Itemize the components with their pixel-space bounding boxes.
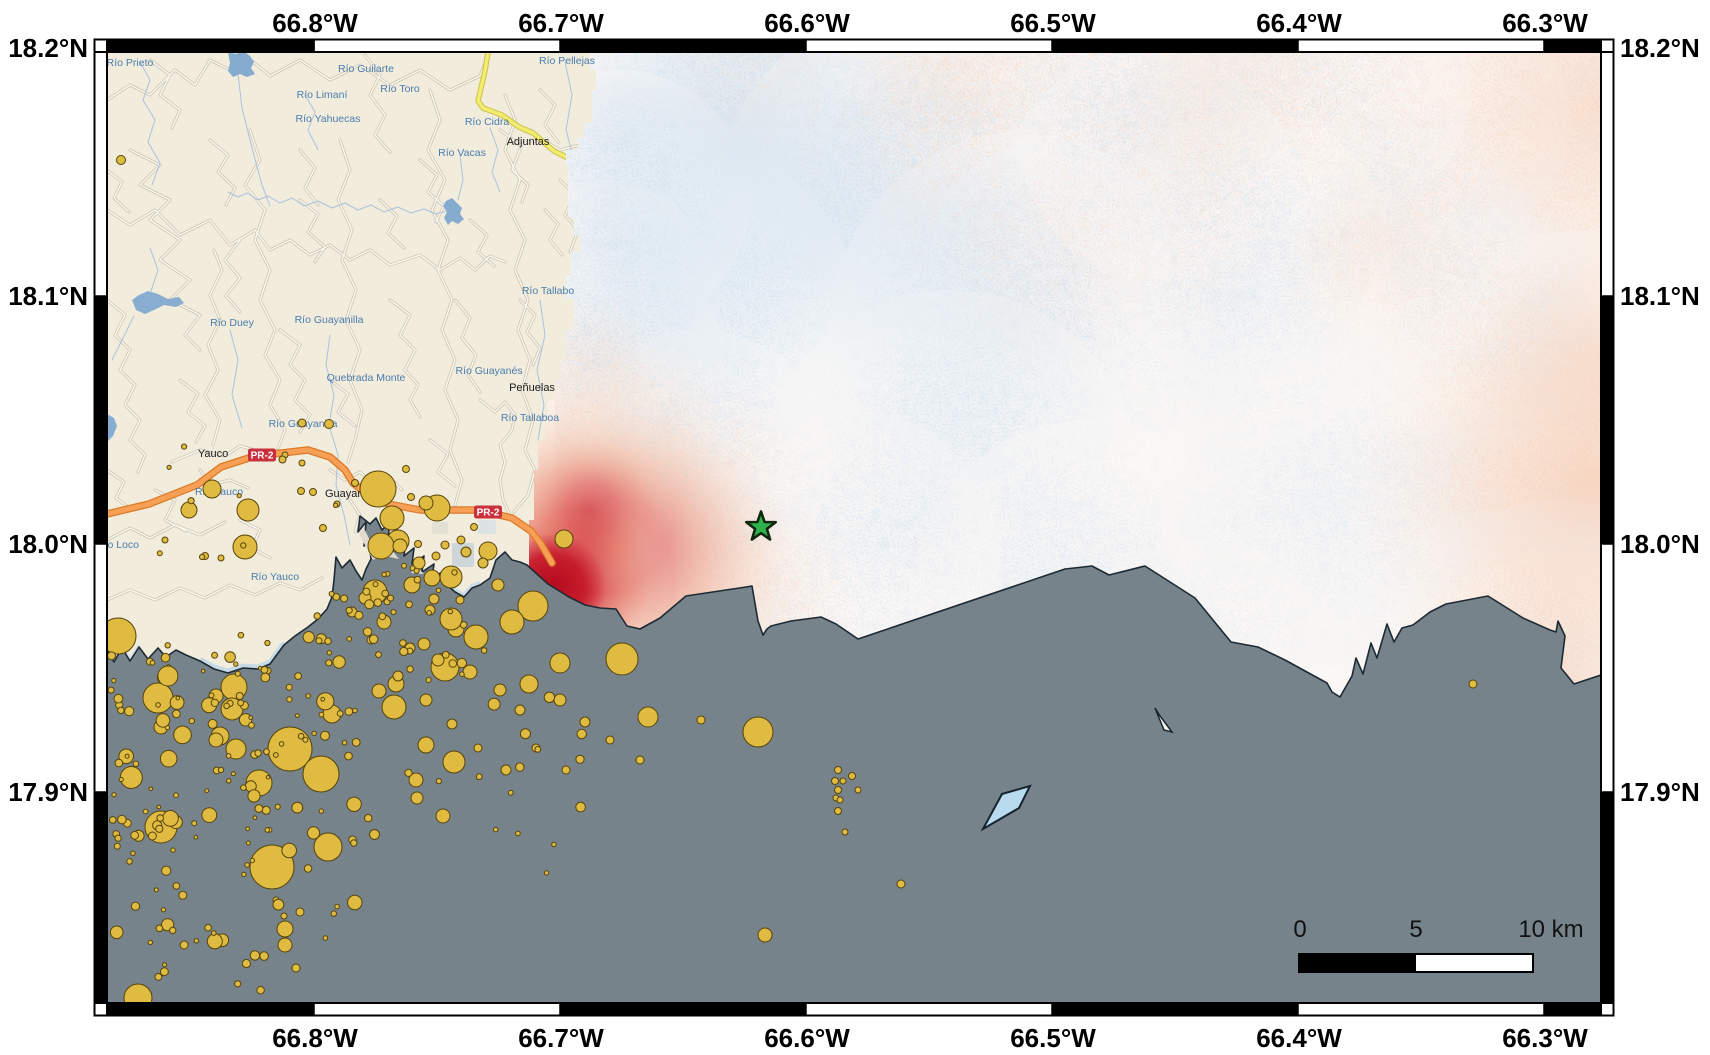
svg-text:Río Tallabo: Río Tallabo — [522, 285, 575, 297]
svg-text:Río Duey: Río Duey — [210, 317, 255, 329]
svg-text:66.6°W: 66.6°W — [764, 1023, 850, 1053]
svg-text:66.7°W: 66.7°W — [518, 8, 604, 38]
svg-text:Río Yahuecas: Río Yahuecas — [296, 113, 361, 125]
svg-text:66.8°W: 66.8°W — [272, 1023, 358, 1053]
svg-text:Río Loco: Río Loco — [97, 539, 139, 551]
svg-text:18.0°N: 18.0°N — [8, 529, 88, 559]
svg-text:Río Limaní: Río Limaní — [297, 89, 348, 101]
svg-text:18.1°N: 18.1°N — [8, 281, 88, 311]
svg-text:Río Prieto: Río Prieto — [107, 57, 154, 69]
svg-text:Río Pellejas: Río Pellejas — [539, 55, 595, 67]
svg-text:Río Guayanilla: Río Guayanilla — [295, 314, 364, 326]
svg-text:PR-2: PR-2 — [251, 451, 274, 462]
svg-text:Peñuelas: Peñuelas — [509, 382, 555, 394]
svg-text:Río Guayanés: Río Guayanés — [455, 365, 522, 377]
svg-text:66.3°W: 66.3°W — [1502, 1023, 1588, 1053]
svg-text:66.7°W: 66.7°W — [518, 1023, 604, 1053]
svg-text:66.3°W: 66.3°W — [1502, 8, 1588, 38]
svg-text:Adjuntas: Adjuntas — [507, 136, 550, 148]
svg-text:0: 0 — [1293, 916, 1306, 943]
svg-text:66.5°W: 66.5°W — [1010, 1023, 1096, 1053]
svg-text:17.9°N: 17.9°N — [1620, 777, 1700, 807]
svg-text:18.2°N: 18.2°N — [8, 33, 88, 63]
svg-text:Quebrada Monte: Quebrada Monte — [327, 372, 406, 384]
svg-text:10 km: 10 km — [1518, 916, 1583, 943]
svg-text:66.4°W: 66.4°W — [1256, 8, 1342, 38]
svg-text:Río Tallaboa: Río Tallaboa — [501, 412, 559, 424]
svg-text:18.1°N: 18.1°N — [1620, 281, 1700, 311]
svg-text:Yauco: Yauco — [198, 448, 228, 460]
svg-text:66.4°W: 66.4°W — [1256, 1023, 1342, 1053]
svg-text:66.5°W: 66.5°W — [1010, 8, 1096, 38]
svg-text:Río Yauco: Río Yauco — [251, 571, 299, 583]
svg-text:Río Toro: Río Toro — [380, 83, 420, 95]
svg-text:66.6°W: 66.6°W — [764, 8, 850, 38]
svg-text:18.2°N: 18.2°N — [1620, 33, 1700, 63]
svg-text:66.8°W: 66.8°W — [272, 8, 358, 38]
svg-text:5: 5 — [1409, 916, 1422, 943]
svg-text:PR-2: PR-2 — [477, 508, 500, 519]
svg-text:Río Vacas: Río Vacas — [438, 147, 486, 159]
svg-text:18.0°N: 18.0°N — [1620, 529, 1700, 559]
svg-text:Río Cidra: Río Cidra — [465, 116, 510, 128]
svg-text:Río Guilarte: Río Guilarte — [338, 63, 394, 75]
svg-text:17.9°N: 17.9°N — [8, 777, 88, 807]
